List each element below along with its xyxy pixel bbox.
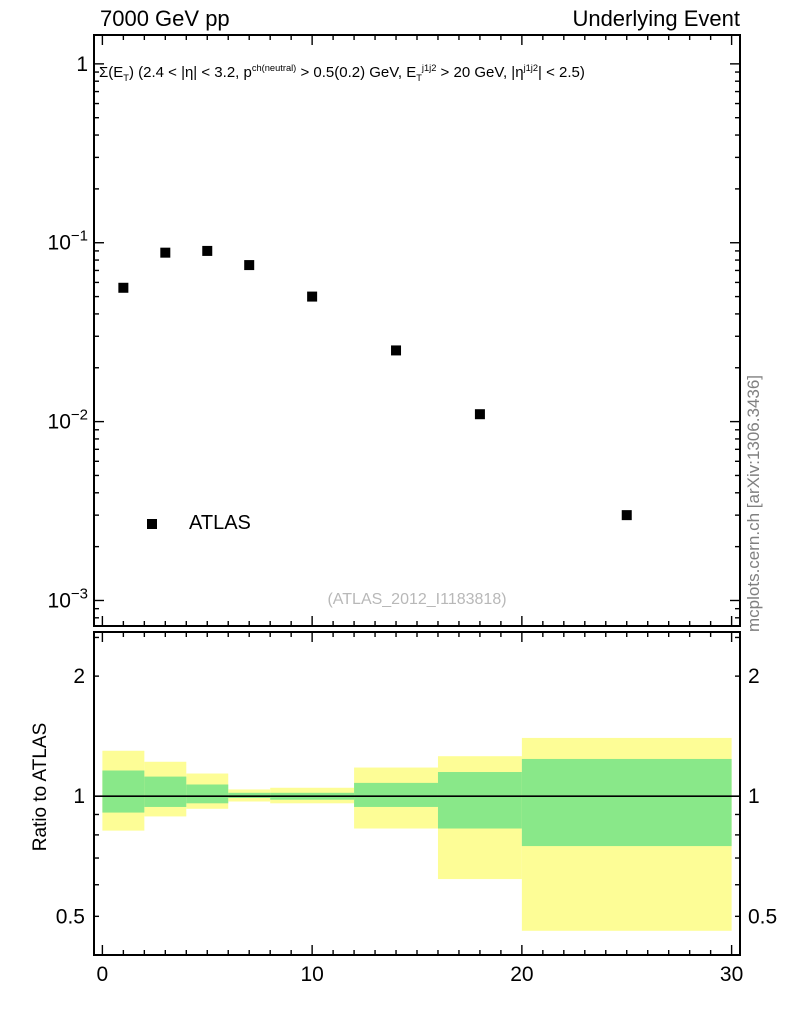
legend-marker (147, 519, 157, 529)
band-inner (437, 772, 522, 829)
main-y-tick-label: 1 (76, 53, 88, 76)
annotation-segment: T (416, 73, 422, 83)
band-inner (102, 770, 145, 813)
band-inner (228, 792, 271, 798)
annotation-segment: j1j2 (421, 63, 437, 73)
annotation-segment: j1j2 (523, 63, 539, 73)
annotation-segment: > 20 GeV, |η (436, 64, 524, 81)
data-point-marker (474, 409, 485, 420)
ratio-y-tick-label-left: 2 (73, 665, 85, 688)
analysis-watermark: (ATLAS_2012_I1183818) (327, 591, 507, 608)
data-point-marker (118, 282, 129, 293)
band-inner (186, 784, 229, 804)
annotation-segment: Σ(E (99, 64, 124, 81)
annotation-segment: ) (2.4 < |η| < 3.2, p (128, 64, 252, 81)
x-tick-label: 10 (300, 963, 323, 986)
band-inner (521, 758, 732, 847)
main-y-tick-label: 10−2 (48, 407, 88, 434)
data-point-marker (307, 291, 318, 302)
annotation-segment: T (123, 73, 129, 83)
main-y-tick-label: 10−1 (48, 228, 88, 255)
band-inner (354, 782, 438, 807)
axis-ticks (94, 35, 740, 956)
data-point-marker (244, 260, 255, 271)
data-point-marker (391, 345, 402, 356)
observable-title: Underlying Event (572, 6, 740, 31)
legend-label: ATLAS (189, 512, 251, 534)
ratio-axis-label: Ratio to ATLAS (30, 722, 51, 852)
annotation-segment: | < 2.5) (538, 64, 585, 81)
data-series-atlas (118, 245, 632, 521)
x-tick-label: 20 (510, 963, 533, 986)
axis-tick-labels: 0 10 20 30 1 10−1 10−2 10−3 2 2 1 1 0.5 0.5 (48, 53, 778, 986)
ratio-y-tick-label-right: 1 (748, 785, 760, 808)
main-y-tick-label: 10−3 (48, 585, 88, 612)
data-point-marker (202, 245, 213, 256)
ratio-y-tick-label-left: 1 (73, 785, 85, 808)
ratio-bands (102, 737, 732, 931)
data-point-marker (160, 247, 171, 258)
band-inner (144, 776, 187, 807)
x-tick-label: 30 (720, 963, 743, 986)
x-tick-label: 0 (97, 963, 109, 986)
mcplots-arxiv-note: mcplots.cern.ch [arXiv:1306.3436] (744, 374, 763, 632)
annotation-segment: ch(neutral) (251, 63, 297, 73)
ratio-y-tick-label-right: 2 (748, 665, 760, 688)
beam-energy-title: 7000 GeV pp (100, 6, 230, 31)
ratio-y-tick-label-left: 0.5 (56, 905, 85, 928)
annotation-segment: > 0.5(0.2) GeV, E (296, 64, 417, 81)
cut-annotation: Σ(ET) (2.4 < |η| < 3.2, pch(neutral) > 0… (99, 63, 744, 83)
main-panel-frame (93, 34, 741, 627)
data-point-marker (621, 510, 632, 521)
ratio-y-tick-label-right: 0.5 (748, 905, 777, 928)
